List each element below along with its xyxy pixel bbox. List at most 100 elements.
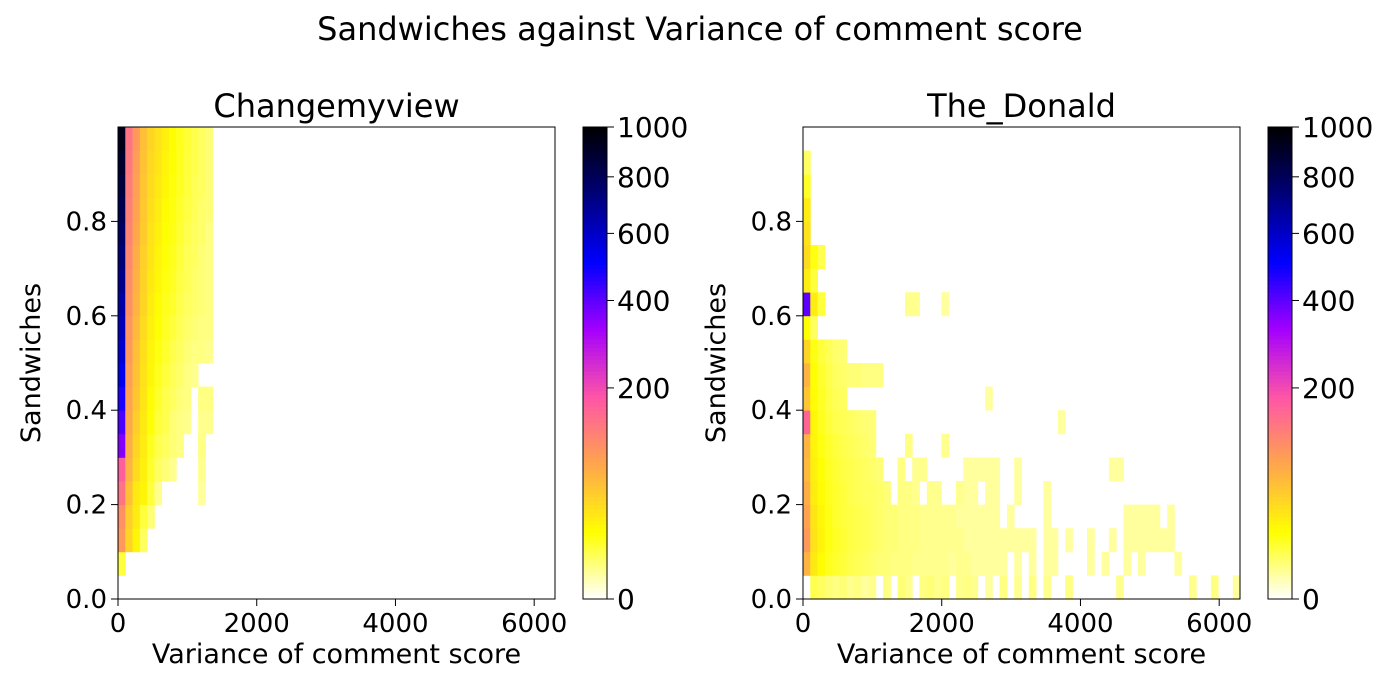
heatmap-cell [846, 410, 855, 435]
heatmap-cell [139, 221, 148, 246]
x-tick-label: 4000 [362, 609, 428, 639]
heatmap-cell [198, 481, 206, 505]
heatmap-cell [824, 528, 833, 553]
heatmap-cell [824, 363, 833, 387]
heatmap-cell [1116, 457, 1124, 482]
colorbar-segment [1268, 492, 1292, 498]
heatmap-cell [161, 339, 170, 364]
colorbar-segment [1268, 512, 1292, 517]
heatmap-cell [132, 174, 141, 199]
colorbar-segment [583, 520, 607, 525]
colorbar-segment [583, 429, 607, 435]
heatmap-cell [183, 221, 192, 246]
heatmap-cell [934, 575, 942, 600]
y-tick-label: 0.2 [751, 491, 792, 521]
heatmap-cell [868, 481, 877, 505]
heatmap-cell [904, 528, 913, 553]
colorbar-segment [583, 583, 607, 588]
heatmap-cell [183, 410, 192, 435]
colorbar-segment [583, 256, 607, 262]
heatmap-cell [183, 150, 192, 175]
heatmap-cell [853, 457, 862, 482]
x-tick-label: 6000 [501, 609, 567, 639]
heatmap-cell [205, 315, 214, 340]
heatmap-cell [132, 433, 141, 458]
heatmap-cell [1116, 575, 1124, 600]
colorbar-segment [1268, 591, 1292, 596]
colorbar-segment [1268, 425, 1292, 431]
heatmap-cell [190, 268, 199, 293]
heatmap-cell [963, 481, 971, 505]
heatmap-cell [803, 433, 811, 458]
heatmap-cell [205, 292, 214, 317]
heatmap-cell [824, 575, 833, 600]
colorbar-segment [583, 414, 607, 419]
heatmap-cell [941, 292, 950, 317]
colorbar-segment [1268, 256, 1292, 262]
y-tick-label: 0.0 [66, 585, 107, 615]
heatmap-cell [154, 268, 163, 293]
heatmap-cell [832, 551, 840, 576]
heatmap-cell [139, 363, 148, 387]
heatmap-cell [205, 221, 214, 246]
heatmap-cell [161, 433, 170, 458]
heatmap-cell [948, 528, 957, 553]
heatmap-cell [154, 363, 163, 387]
heatmap-cell [897, 457, 906, 482]
x-tick-label: 6000 [1186, 609, 1252, 639]
heatmap-cell [955, 575, 964, 600]
heatmap-cell [1028, 551, 1037, 576]
colorbar-segment [583, 488, 607, 494]
heatmap-cell [1087, 528, 1095, 553]
colorbar-segment [583, 225, 607, 230]
heatmap-cell [205, 386, 214, 411]
heatmap-cell [992, 504, 1001, 529]
heatmap-cell [977, 528, 986, 553]
colorbar-segment [583, 178, 607, 183]
heatmap-cell [161, 386, 170, 411]
heatmap-cell [176, 245, 184, 269]
heatmap-cell [992, 551, 1001, 576]
colorbar-segment [583, 134, 607, 140]
heatmap-cell [839, 457, 848, 482]
heatmap-cell [1006, 528, 1015, 553]
heatmap-cell [846, 528, 855, 553]
colorbar-segment [1268, 300, 1292, 305]
heatmap-cell [198, 433, 206, 458]
heatmap-cell [161, 150, 170, 175]
colorbar-segment [1268, 378, 1292, 384]
heatmap-cell [154, 221, 163, 246]
heatmap-cell [1057, 410, 1066, 435]
colorbar-segment [583, 138, 607, 144]
heatmap-cell [118, 386, 126, 411]
heatmap-cell [1043, 528, 1052, 553]
heatmap-cell [810, 410, 818, 435]
heatmap-cell [154, 174, 163, 199]
colorbar-segment [1268, 414, 1292, 419]
heatmap-cell [832, 386, 840, 411]
heatmap-cell [161, 315, 170, 340]
heatmap-cell [868, 363, 877, 387]
heatmap-cell [926, 551, 935, 576]
colorbar-segment [583, 469, 607, 474]
heatmap-cell [897, 575, 906, 600]
heatmap-cell [205, 339, 214, 364]
heatmap-cell [198, 457, 206, 482]
heatmap-cell [205, 245, 214, 269]
colorbar-segment [583, 355, 607, 360]
heatmap-cell [198, 315, 206, 340]
heatmap-cell [817, 339, 826, 364]
colorbar-segment [1268, 469, 1292, 474]
colorbar-segment [583, 343, 607, 348]
heatmap-cell [803, 481, 811, 505]
heatmap-cell [810, 245, 818, 269]
heatmap-cell [824, 433, 833, 458]
colorbar-segment [583, 370, 607, 376]
colorbar-segment [583, 398, 607, 403]
colorbar-segment [583, 347, 607, 352]
heatmap-cell [861, 363, 869, 387]
heatmap-cell [963, 551, 971, 576]
heatmap-cell [132, 457, 141, 482]
heatmap-cell [985, 457, 993, 482]
colorbar-segment [583, 374, 607, 380]
